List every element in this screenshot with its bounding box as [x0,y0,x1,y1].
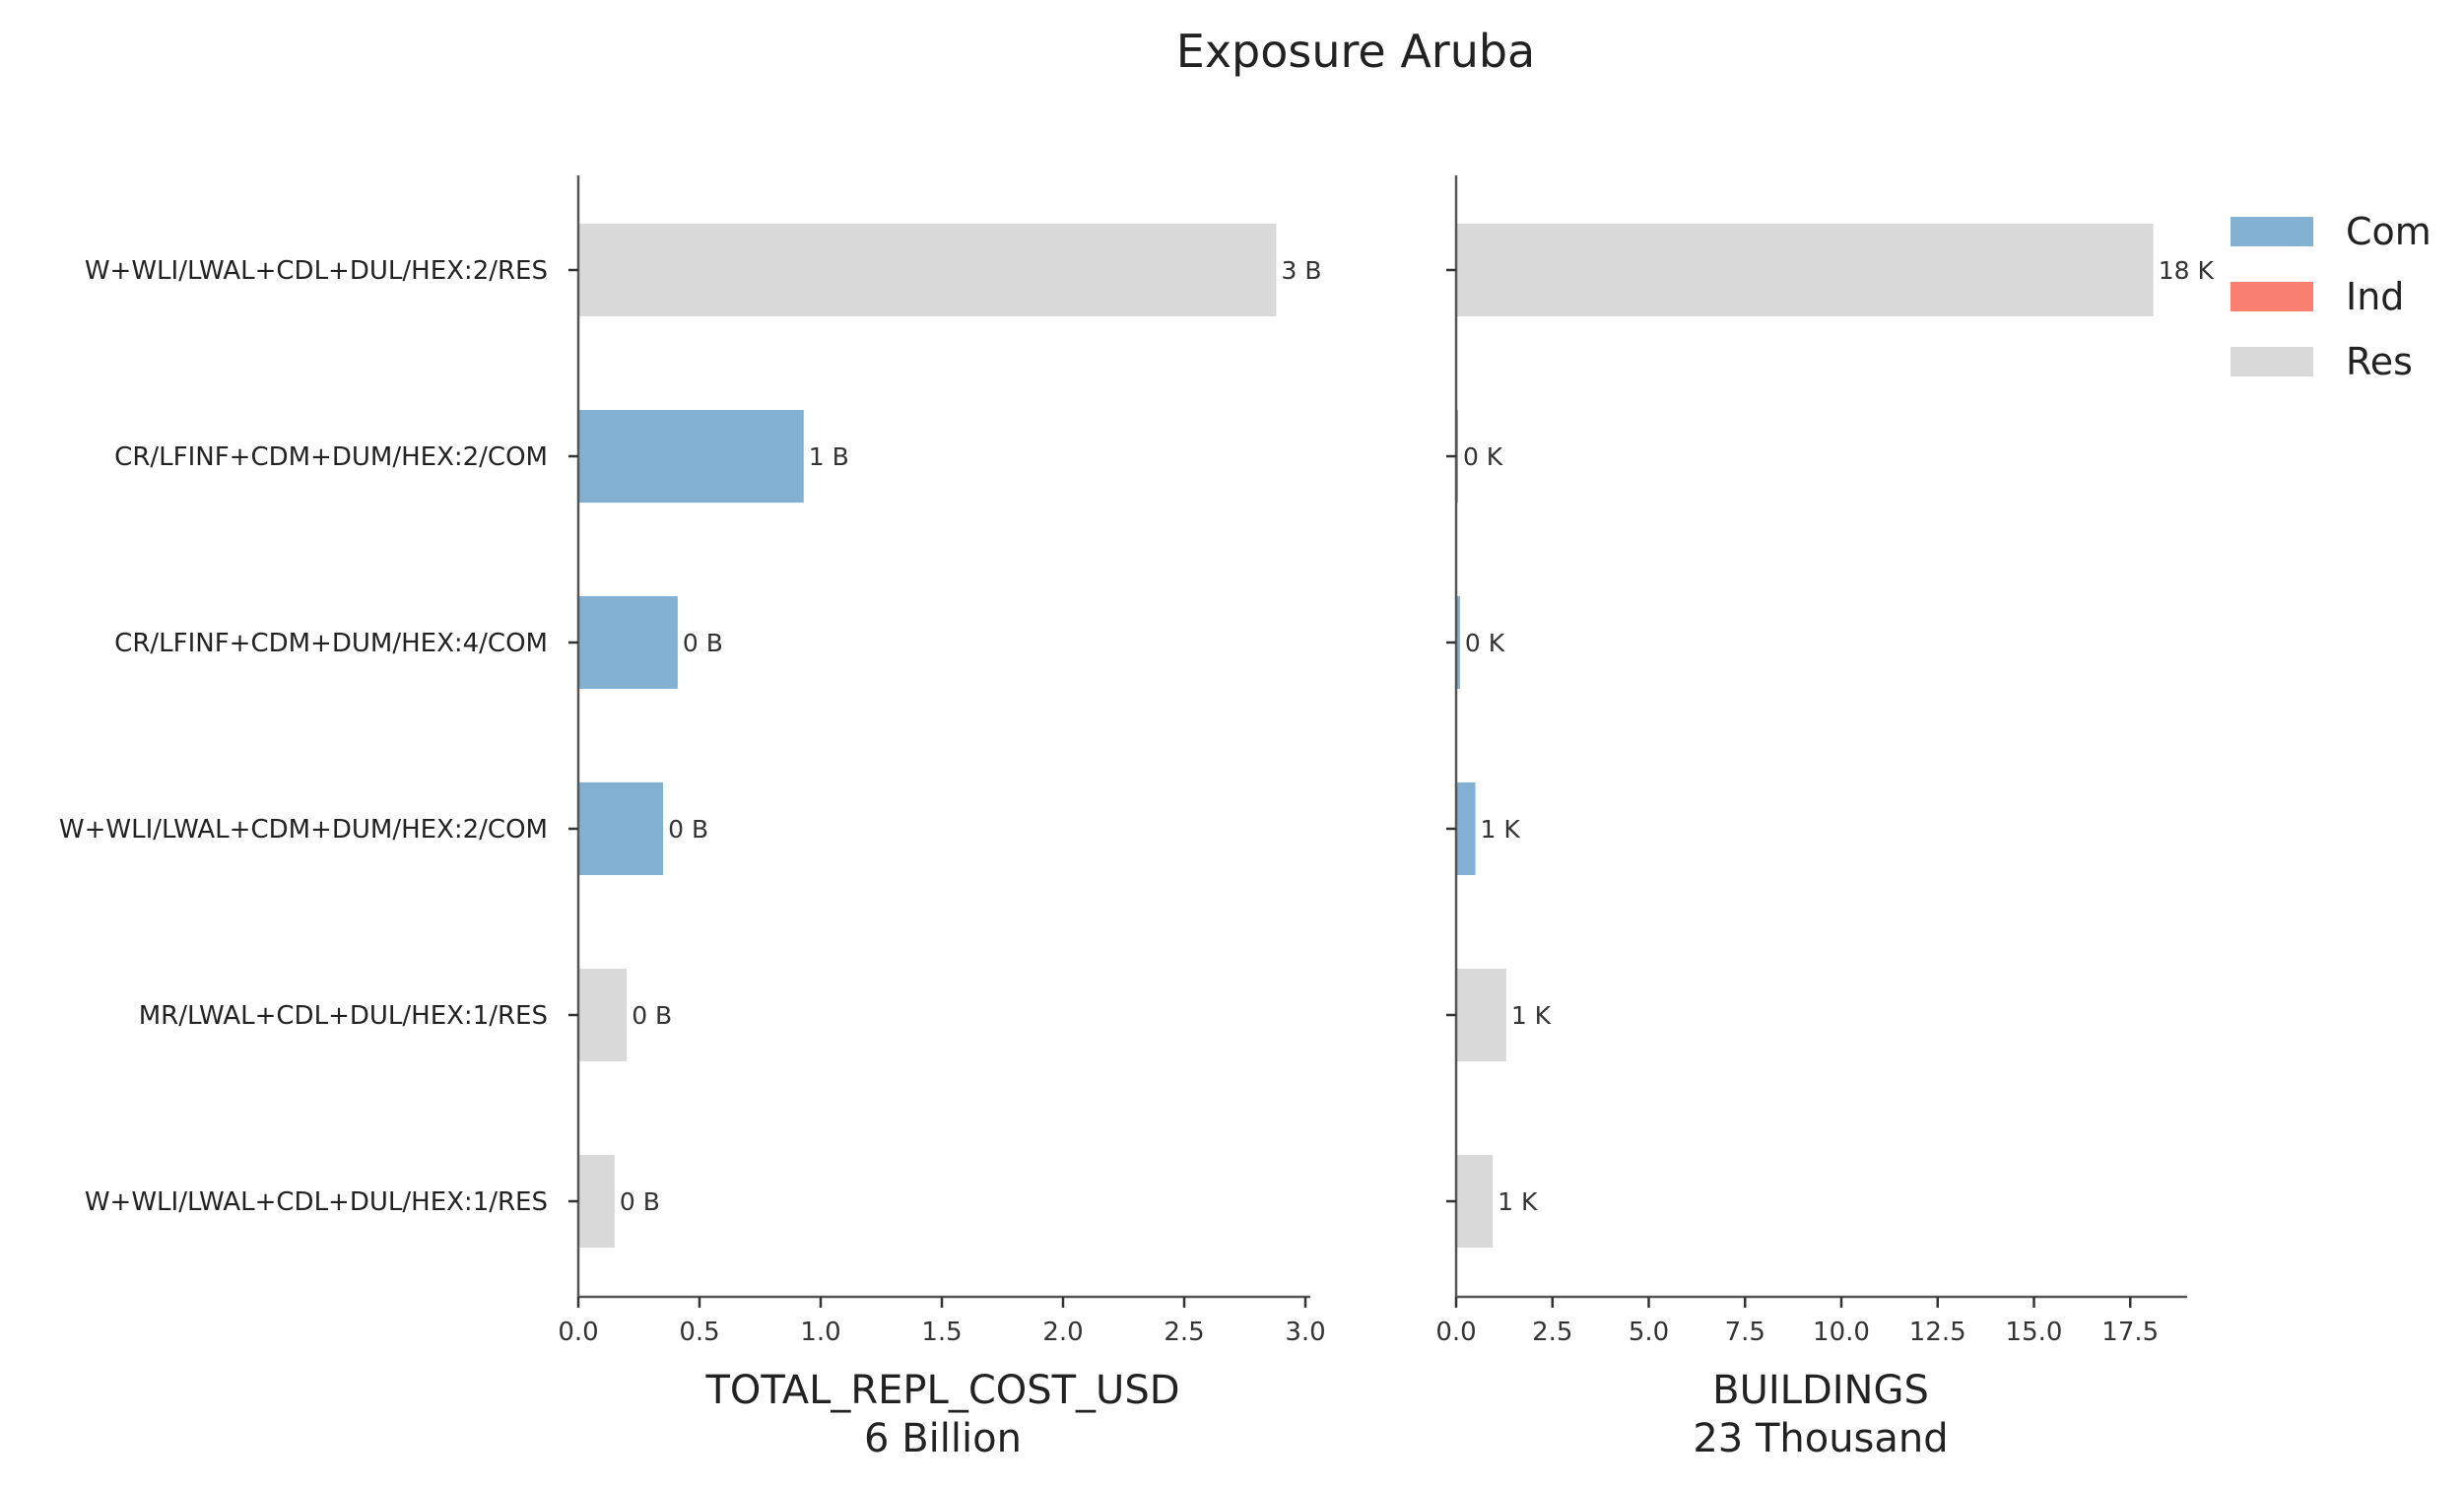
cost-x-axis-label: TOTAL_REPL_COST_USD [704,1368,1179,1413]
x-tick-label: 1.5 [921,1318,962,1347]
buildings-x-axis-label: BUILDINGS [1712,1368,1929,1413]
bar-value-label: 0 B [668,815,708,844]
bar-value-label: 1 K [1498,1187,1538,1216]
cost-value-labels: 3 B 1 B 0 B 0 B 0 B 0 B [620,256,1322,1216]
bar-value-label: 18 K [2159,256,2215,285]
x-tick-label: 15.0 [2006,1318,2063,1347]
buildings-value-labels: 18 K 0 K 0 K 1 K 1 K 1 K [1463,256,2215,1216]
buildings-bars [1456,224,2154,1248]
bar-value-label: 1 K [1511,1001,1552,1030]
x-tick-label: 0.0 [1435,1318,1476,1347]
category-label: CR/LFINF+CDM+DUM/HEX:4/COM [114,629,548,658]
bar-res [578,1155,615,1248]
legend-swatch-com [2231,217,2313,246]
category-label: W+WLI/LWAL+CDL+DUL/HEX:2/RES [85,256,548,286]
cost-y-ticks [568,268,578,1203]
x-tick-label: 3.0 [1285,1318,1325,1347]
bar-value-label: 0 B [620,1187,660,1216]
buildings-y-ticks [1446,268,1456,1203]
legend-swatch-res [2231,347,2313,376]
x-tick-label: 0.0 [558,1318,598,1347]
x-tick-label: 2.5 [1164,1318,1204,1347]
x-tick-label: 17.5 [2101,1318,2159,1347]
bar-com [578,782,664,875]
bar-com [1456,596,1460,689]
x-tick-label: 1.0 [800,1318,840,1347]
x-tick-label: 0.5 [679,1318,719,1347]
buildings-x-ticks: 0.0 2.5 5.0 7.5 10.0 12.5 15.0 17.5 [1435,1297,2159,1347]
category-label: MR/LWAL+CDL+DUL/HEX:1/RES [139,1001,548,1031]
bar-value-label: 1 B [809,442,849,471]
x-tick-label: 10.0 [1813,1318,1870,1347]
bar-res [1456,224,2154,316]
bar-value-label: 0 B [683,629,723,657]
x-tick-label: 2.5 [1532,1318,1572,1347]
cost-subtitle: 6 Billion [864,1416,1022,1461]
x-tick-label: 2.0 [1042,1318,1083,1347]
bar-com [578,410,804,503]
legend: Com Ind Res [2231,210,2431,383]
bar-com [1456,782,1476,875]
legend-label-ind: Ind [2346,275,2404,318]
chart-title: Exposure Aruba [1176,25,1536,78]
bar-res [1456,969,1506,1061]
bar-value-label: 0 B [632,1001,672,1030]
bar-res [578,969,628,1061]
bar-res [1456,1155,1494,1248]
cost-x-ticks: 0.0 0.5 1.0 1.5 2.0 2.5 3.0 [558,1297,1326,1347]
buildings-subtitle: 23 Thousand [1693,1416,1948,1461]
bar-value-label: 0 K [1463,442,1503,471]
x-tick-label: 7.5 [1725,1318,1765,1347]
category-label: W+WLI/LWAL+CDM+DUM/HEX:2/COM [59,815,548,845]
legend-label-res: Res [2346,340,2413,383]
cost-bars [578,224,1277,1248]
legend-label-com: Com [2346,210,2431,253]
bar-value-label: 3 B [1281,256,1321,285]
bar-res [578,224,1277,316]
bar-value-label: 0 K [1465,629,1505,657]
panel-cost: 3 B 1 B 0 B 0 B 0 B 0 B 0.0 0.5 1.0 1.5 2.0 2.5 3.0… [558,175,1326,1461]
bar-value-label: 1 K [1481,815,1521,844]
panel-buildings: 18 K 0 K 0 K 1 K 1 K 1 K 0.0 2.5 5.0 7.5 10.0 12.5… [1435,175,2214,1461]
category-label: CR/LFINF+CDM+DUM/HEX:2/COM [114,442,548,472]
x-tick-label: 5.0 [1629,1318,1669,1347]
x-tick-label: 12.5 [1909,1318,1966,1347]
legend-swatch-ind [2231,282,2313,311]
bar-com [578,596,678,689]
category-labels: W+WLI/LWAL+CDL+DUL/HEX:2/RES CR/LFINF+CDM… [59,256,548,1217]
category-label: W+WLI/LWAL+CDL+DUL/HEX:1/RES [85,1187,548,1217]
